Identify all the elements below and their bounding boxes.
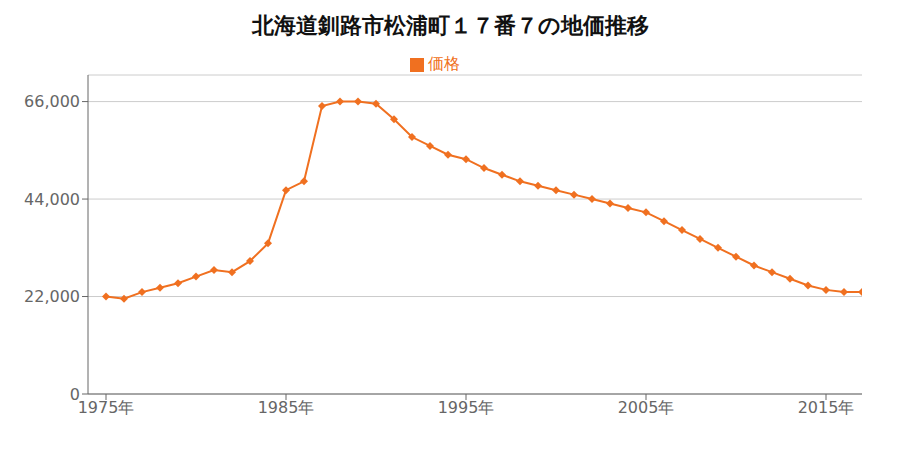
- svg-text:66,000: 66,000: [24, 92, 80, 111]
- svg-text:0: 0: [70, 385, 80, 404]
- svg-text:1985年: 1985年: [258, 398, 315, 417]
- svg-text:1975年: 1975年: [78, 398, 135, 417]
- svg-text:22,000: 22,000: [24, 287, 80, 306]
- svg-text:2015年: 2015年: [798, 398, 855, 417]
- svg-text:44,000: 44,000: [24, 190, 80, 209]
- html-text:北海道釧路市松浦町１７番７の地価推移: 北海道釧路市松浦町１７番７の地価推移: [251, 13, 649, 38]
- svg-text:1995年: 1995年: [438, 398, 495, 417]
- svg-text:2005年: 2005年: [618, 398, 675, 417]
- html-text:価格: 価格: [428, 54, 460, 73]
